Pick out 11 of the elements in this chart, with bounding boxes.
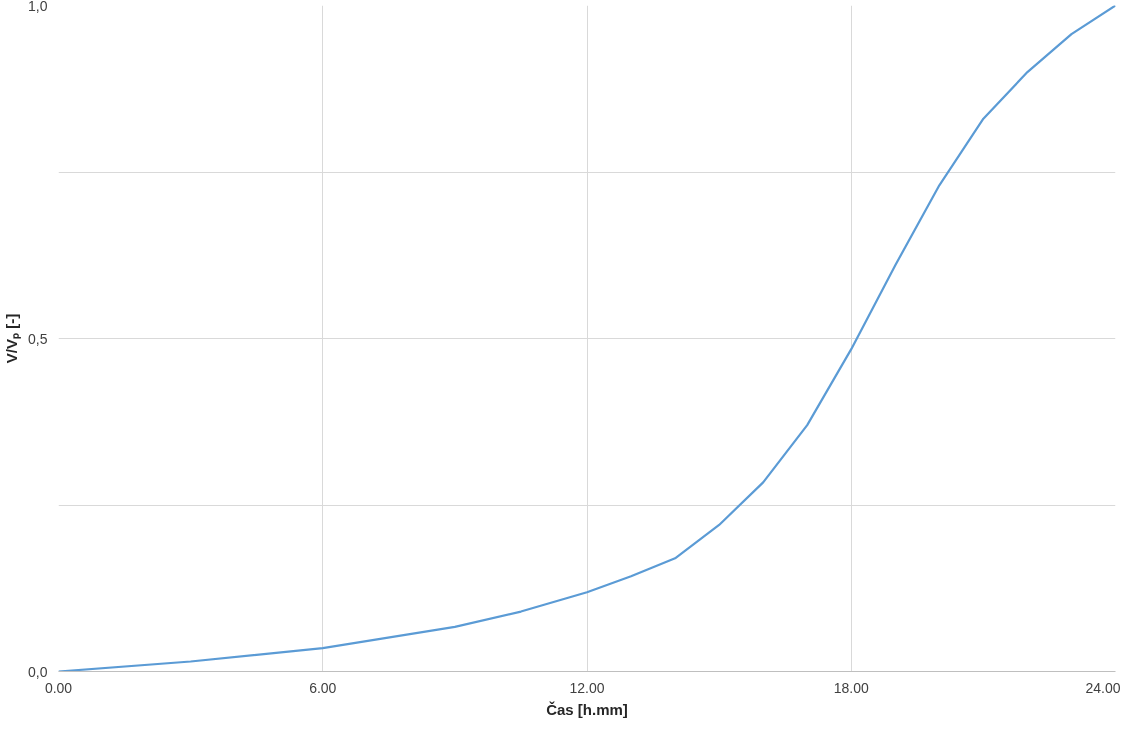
x-tick-label: 18.00 [833,679,869,696]
line-series [58,5,1116,672]
x-tick-label: 24.00 [1085,679,1121,696]
y-tick-label: 0,0 [28,663,48,680]
y-tick-label: 0,5 [28,330,48,347]
x-tick-label: 0.00 [44,679,73,696]
x-axis-title: Čas [h.mm] [546,700,628,718]
y-tick-label: 1,0 [28,0,48,14]
x-tick-label: 6.00 [309,679,337,696]
x-tick-label: 12.00 [569,679,605,696]
y-axis-title: V/Vₚ [-] [3,313,22,364]
